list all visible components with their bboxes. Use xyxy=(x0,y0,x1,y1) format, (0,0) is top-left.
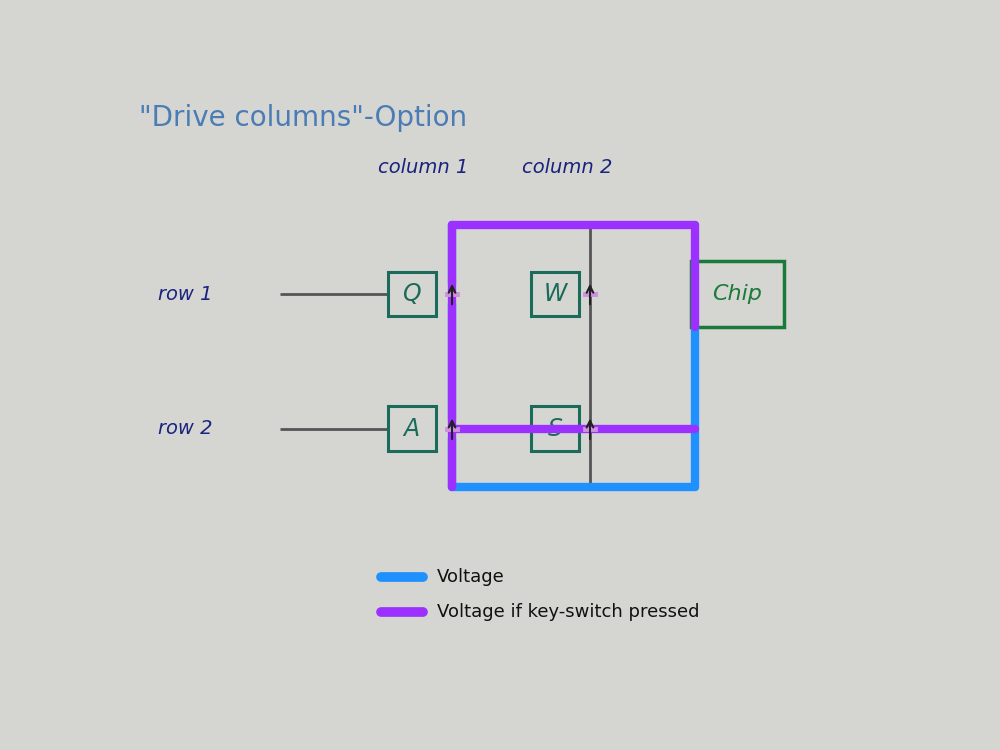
Text: row 1: row 1 xyxy=(158,284,213,304)
Text: row 2: row 2 xyxy=(158,419,213,438)
Text: A: A xyxy=(404,417,420,441)
Text: column 2: column 2 xyxy=(522,158,612,177)
Text: "Drive columns"-Option: "Drive columns"-Option xyxy=(139,104,467,132)
Text: Chip: Chip xyxy=(712,284,762,304)
Bar xyxy=(388,406,436,451)
Text: column 1: column 1 xyxy=(378,158,469,177)
Text: W: W xyxy=(543,282,567,306)
Text: S: S xyxy=(548,417,563,441)
Bar xyxy=(691,261,784,327)
Bar xyxy=(531,272,579,316)
Bar xyxy=(388,272,436,316)
Text: Q: Q xyxy=(402,282,421,306)
Bar xyxy=(531,406,579,451)
Text: Voltage if key-switch pressed: Voltage if key-switch pressed xyxy=(437,603,699,621)
Text: Voltage: Voltage xyxy=(437,568,504,586)
